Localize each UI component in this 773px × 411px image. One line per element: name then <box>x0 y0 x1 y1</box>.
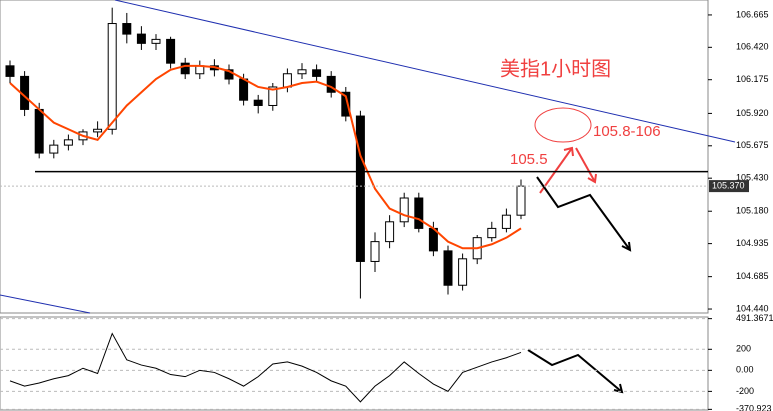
y-tick-label: -370.923 <box>736 404 772 411</box>
y-tick-label: 0.00 <box>736 365 754 375</box>
candle-body <box>166 38 176 64</box>
trend-line <box>0 294 91 314</box>
candle-body <box>107 23 117 130</box>
candle-body <box>312 69 322 77</box>
candle-body <box>63 139 73 146</box>
moving-average <box>9 64 522 250</box>
y-tick-label: 200 <box>736 344 751 354</box>
y-tick-label: 491.3671 <box>736 313 773 323</box>
candle-body <box>443 250 453 286</box>
current-price-label: 105.370 <box>712 180 745 190</box>
candle-body <box>34 108 44 154</box>
candle-body <box>282 73 292 88</box>
y-tick-label: 104.935 <box>736 238 769 248</box>
candle-body <box>370 241 380 262</box>
candle-body <box>501 214 511 229</box>
candle-body <box>151 38 161 44</box>
y-tick-label: 106.420 <box>736 42 769 52</box>
trend-line <box>114 0 736 143</box>
target-ellipse <box>534 107 592 143</box>
y-tick-label: 104.685 <box>736 271 769 281</box>
chart-title: 美指1小时图 <box>500 57 611 80</box>
candle-body <box>5 65 15 77</box>
candle-body <box>414 197 424 229</box>
candle-body <box>516 185 526 216</box>
candle-body <box>268 86 278 106</box>
y-tick-label: 105.430 <box>736 173 769 183</box>
y-tick-label: 105.180 <box>736 206 769 216</box>
candle-body <box>93 128 103 133</box>
candle-body <box>297 69 307 75</box>
black-arrows <box>527 176 632 394</box>
candle-body <box>341 91 351 117</box>
y-tick-label: 106.665 <box>736 9 769 19</box>
current-price-box <box>709 180 749 193</box>
y-tick-label: -200 <box>736 386 754 396</box>
annotation: 105.8-106 <box>593 123 661 140</box>
y-tick-label: 104.440 <box>736 303 769 313</box>
candle-body <box>253 99 263 106</box>
indicator-line <box>9 332 522 403</box>
candle-body <box>458 258 468 286</box>
y-tick-label: 105.675 <box>736 140 769 150</box>
red-arrows <box>539 146 597 194</box>
candle-body <box>49 144 59 154</box>
candle-body <box>355 115 365 262</box>
candle-body <box>180 62 190 75</box>
main-panel <box>0 0 709 314</box>
indicator-panel <box>0 316 709 411</box>
candle-body <box>122 23 132 35</box>
candle-body <box>385 221 395 243</box>
y-tick-label: 105.920 <box>736 108 769 118</box>
candle-body <box>136 33 146 44</box>
candle-body <box>239 78 249 101</box>
candle-body <box>399 197 409 223</box>
candle-body <box>487 227 497 239</box>
annotation: 105.5 <box>510 151 548 168</box>
y-tick-label: 106.175 <box>736 74 769 84</box>
candle-body <box>326 75 336 93</box>
